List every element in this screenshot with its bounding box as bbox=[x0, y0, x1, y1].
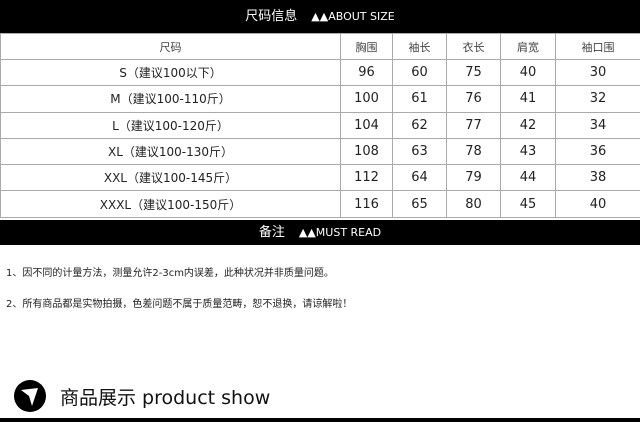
table-row: XXL（建议100-145斤） 112 64 79 44 38 bbox=[0, 164, 640, 192]
column-header: 袖口围 bbox=[555, 33, 640, 60]
column-header: 衣长 bbox=[446, 33, 501, 60]
note-2: 2、所有商品都是实物拍摄，色差问题不属于质量范畴，恕不退换，请谅解啦！ bbox=[6, 299, 353, 310]
table-cell: 41 bbox=[500, 85, 556, 113]
table-cell: XL（建议100-130斤） bbox=[0, 137, 341, 166]
table-cell: XXL（建议100-145斤） bbox=[0, 164, 341, 192]
table-cell: 30 bbox=[555, 58, 640, 87]
table-cell: 108 bbox=[340, 137, 393, 166]
table-cell: 75 bbox=[446, 58, 501, 87]
column-header: 尺码 bbox=[0, 33, 341, 60]
notes-header: 备注 ▲▲MUST READ bbox=[0, 220, 640, 245]
table-cell: 76 bbox=[446, 85, 501, 113]
table-cell: 77 bbox=[446, 111, 501, 139]
divider bbox=[0, 418, 640, 422]
table-cell: 32 bbox=[555, 85, 640, 113]
table-cell: 100 bbox=[340, 85, 393, 113]
table-cell: 79 bbox=[446, 164, 501, 192]
product-show-heading: 商品展示 product show bbox=[14, 380, 270, 412]
column-header: 胸围 bbox=[340, 33, 393, 60]
table-cell: XXXL（建议100-150斤） bbox=[0, 190, 341, 218]
size-header-cn: 尺码信息 bbox=[245, 9, 298, 24]
table-cell: 45 bbox=[500, 190, 556, 218]
table-cell: 34 bbox=[555, 111, 640, 139]
table-cell: S（建议100以下） bbox=[0, 58, 341, 87]
arrow-logo-icon bbox=[14, 380, 46, 412]
table-row: XXXL（建议100-150斤） 116 65 80 45 40 bbox=[0, 190, 640, 218]
size-header-en: ▲▲ABOUT SIZE bbox=[311, 10, 395, 23]
table-cell: 112 bbox=[340, 164, 393, 192]
table-cell: M（建议100-110斤） bbox=[0, 85, 341, 113]
table-cell: 78 bbox=[446, 137, 501, 166]
notes-header-en: ▲▲MUST READ bbox=[298, 226, 382, 239]
table-cell: 38 bbox=[555, 164, 640, 192]
table-cell: 43 bbox=[500, 137, 556, 166]
table-cell: 96 bbox=[340, 58, 393, 87]
table-cell: 63 bbox=[392, 137, 447, 166]
table-row: S（建议100以下） 96 60 75 40 30 bbox=[0, 58, 640, 87]
product-show-label: 商品展示 product show bbox=[60, 386, 271, 409]
table-cell: 65 bbox=[392, 190, 447, 218]
table-cell: 42 bbox=[500, 111, 556, 139]
table-cell: 40 bbox=[555, 190, 640, 218]
table-cell: 64 bbox=[392, 164, 447, 192]
table-cell: L（建议100-120斤） bbox=[0, 111, 341, 139]
table-header-row: 尺码 胸围 袖长 衣长 肩宽 袖口围 bbox=[0, 33, 640, 60]
table-cell: 40 bbox=[500, 58, 556, 87]
table-cell: 44 bbox=[500, 164, 556, 192]
table-cell: 116 bbox=[340, 190, 393, 218]
table-cell: 61 bbox=[392, 85, 447, 113]
table-row: L（建议100-120斤） 104 62 77 42 34 bbox=[0, 111, 640, 139]
table-cell: 36 bbox=[555, 137, 640, 166]
column-header: 肩宽 bbox=[500, 33, 556, 60]
table-row: XL（建议100-130斤） 108 63 78 43 36 bbox=[0, 137, 640, 166]
notes-header-cn: 备注 bbox=[258, 225, 285, 240]
size-info-header: 尺码信息 ▲▲ABOUT SIZE bbox=[0, 0, 640, 33]
note-1: 1、因不同的计量方法，测量允许2-3cm内误差，此种状况并非质量问题。 bbox=[6, 268, 334, 279]
table-cell: 62 bbox=[392, 111, 447, 139]
table-cell: 60 bbox=[392, 58, 447, 87]
column-header: 袖长 bbox=[392, 33, 447, 60]
table-cell: 80 bbox=[446, 190, 501, 218]
table-row: M（建议100-110斤） 100 61 76 41 32 bbox=[0, 85, 640, 113]
table-cell: 104 bbox=[340, 111, 393, 139]
size-table: 尺码 胸围 袖长 衣长 肩宽 袖口围 S（建议100以下） 96 60 75 40 30 M（建议100… bbox=[0, 33, 640, 218]
